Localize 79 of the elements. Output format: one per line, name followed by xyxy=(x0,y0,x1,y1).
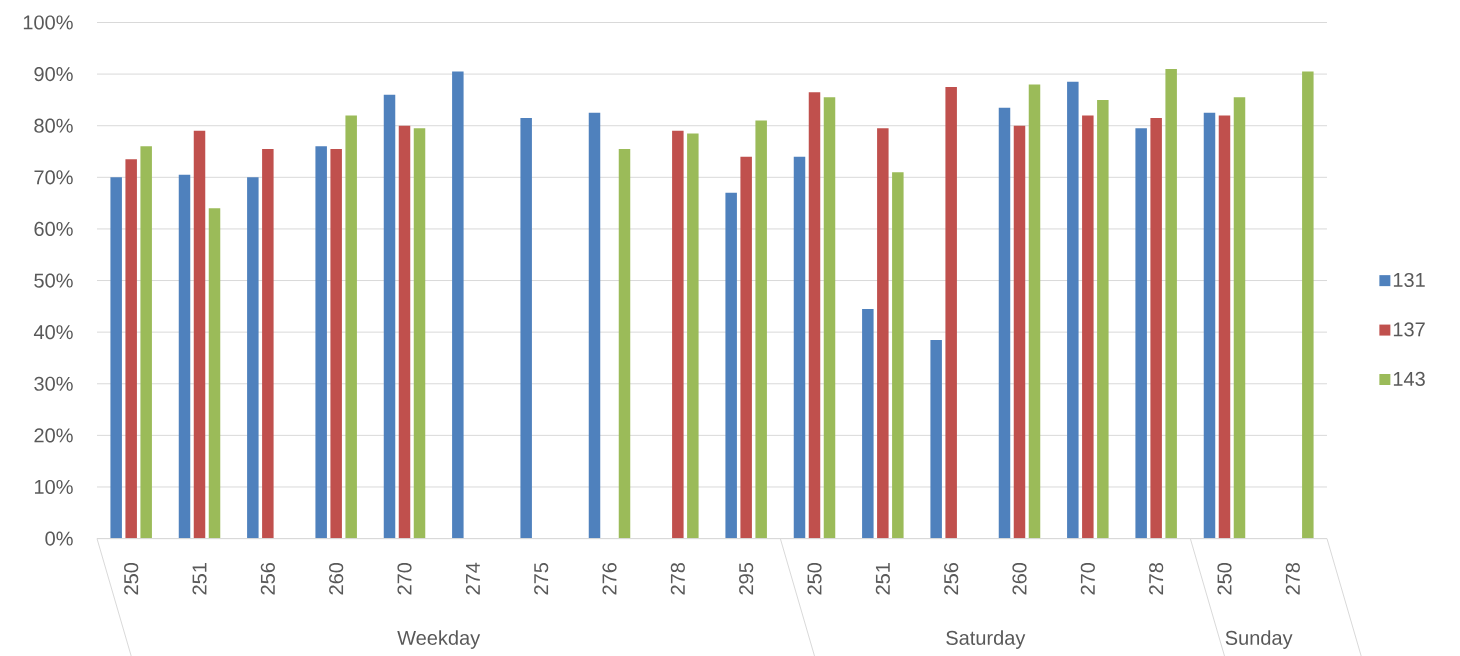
legend-label: 131 xyxy=(1393,272,1425,288)
bar xyxy=(1013,125,1026,539)
bar xyxy=(208,208,221,539)
x-tick-label: 250 xyxy=(807,562,822,595)
bar xyxy=(1233,97,1246,539)
legend-label: 137 xyxy=(1393,322,1425,337)
bar xyxy=(1135,128,1147,539)
bar xyxy=(345,115,357,539)
y-tick-label: 100% xyxy=(23,15,73,30)
bar xyxy=(1097,99,1109,539)
bar xyxy=(793,156,806,539)
y-tick-label: 60% xyxy=(34,221,73,237)
bar xyxy=(1082,115,1094,539)
y-tick-label: 30% xyxy=(34,376,73,391)
bar xyxy=(520,117,532,539)
x-tick-label: 278 xyxy=(1149,562,1164,595)
text: Weekday xyxy=(397,630,481,649)
text: Sunday xyxy=(1225,630,1293,649)
bar xyxy=(618,148,631,539)
x-tick-label: 278 xyxy=(670,562,685,595)
x-tick-label: 256 xyxy=(260,562,275,595)
y-tick-label: 90% xyxy=(34,67,73,82)
bar xyxy=(398,125,411,539)
x-tick-label: 278 xyxy=(1285,562,1300,595)
x-tick-label: 295 xyxy=(739,562,754,595)
y-tick-label: 40% xyxy=(33,325,73,340)
bar xyxy=(193,130,206,539)
bar xyxy=(1218,115,1231,539)
bar xyxy=(178,174,191,539)
y-tick-label: 20% xyxy=(34,428,73,443)
y-tick-label: 80% xyxy=(34,118,73,133)
bar xyxy=(1302,71,1314,539)
bar xyxy=(1150,117,1162,539)
bar xyxy=(1028,84,1041,539)
bar xyxy=(125,159,137,539)
bar xyxy=(1203,112,1216,539)
bar xyxy=(588,112,601,539)
legend-label: 143 xyxy=(1393,371,1425,386)
bar xyxy=(755,120,767,539)
y-tick-label: 0% xyxy=(45,531,73,546)
bar xyxy=(413,128,426,539)
y-tick-label: 70% xyxy=(34,170,73,185)
bar xyxy=(862,308,874,539)
bar xyxy=(262,148,274,539)
x-tick-label: 251 xyxy=(875,563,890,595)
bar xyxy=(1165,68,1177,539)
x-tick-label: 256 xyxy=(944,562,959,595)
bar xyxy=(315,146,327,539)
bar xyxy=(452,71,464,539)
bar xyxy=(687,133,699,539)
y-tick-label: 50% xyxy=(34,273,73,288)
bar xyxy=(725,192,737,539)
x-tick-label: 270 xyxy=(1080,562,1095,595)
bar xyxy=(383,94,396,539)
x-tick-label: 251 xyxy=(192,563,207,595)
bar xyxy=(740,156,752,539)
bar xyxy=(877,128,889,539)
x-tick-label: 275 xyxy=(534,562,549,595)
bar xyxy=(998,107,1011,539)
x-tick-label: 250 xyxy=(1217,562,1232,595)
bar xyxy=(330,148,342,539)
bar xyxy=(823,97,836,539)
bar xyxy=(110,177,122,539)
x-tick-label: 250 xyxy=(124,562,139,595)
bar xyxy=(672,130,684,539)
bar xyxy=(140,146,152,539)
bar xyxy=(930,339,942,539)
y-tick-label: 10% xyxy=(34,479,73,495)
x-tick-label: 260 xyxy=(329,562,344,595)
x-tick-label: 260 xyxy=(1012,562,1027,595)
x-tick-label: 270 xyxy=(397,562,412,595)
x-tick-label: 276 xyxy=(602,562,617,595)
bar xyxy=(247,177,259,539)
bar xyxy=(1067,81,1079,539)
bar xyxy=(808,92,821,539)
bar xyxy=(892,172,904,539)
bar xyxy=(945,87,957,539)
x-tick-label: 274 xyxy=(465,562,480,595)
text: Saturday xyxy=(946,630,1026,649)
